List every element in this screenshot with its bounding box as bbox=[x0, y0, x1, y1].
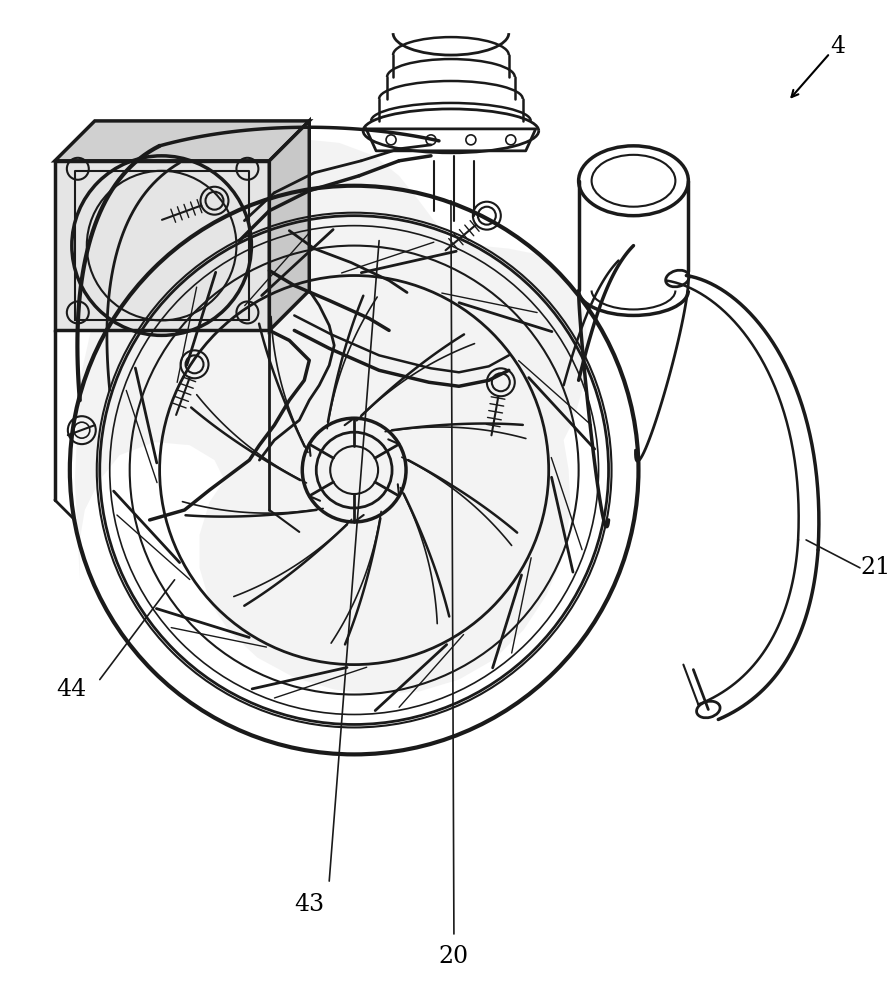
Polygon shape bbox=[269, 121, 310, 330]
Text: 21: 21 bbox=[861, 556, 891, 579]
Text: 20: 20 bbox=[439, 945, 469, 968]
Text: 44: 44 bbox=[57, 678, 87, 701]
Text: 4: 4 bbox=[830, 35, 846, 58]
Polygon shape bbox=[55, 121, 310, 161]
Text: 43: 43 bbox=[294, 893, 325, 916]
Polygon shape bbox=[75, 139, 589, 695]
Polygon shape bbox=[55, 161, 269, 330]
